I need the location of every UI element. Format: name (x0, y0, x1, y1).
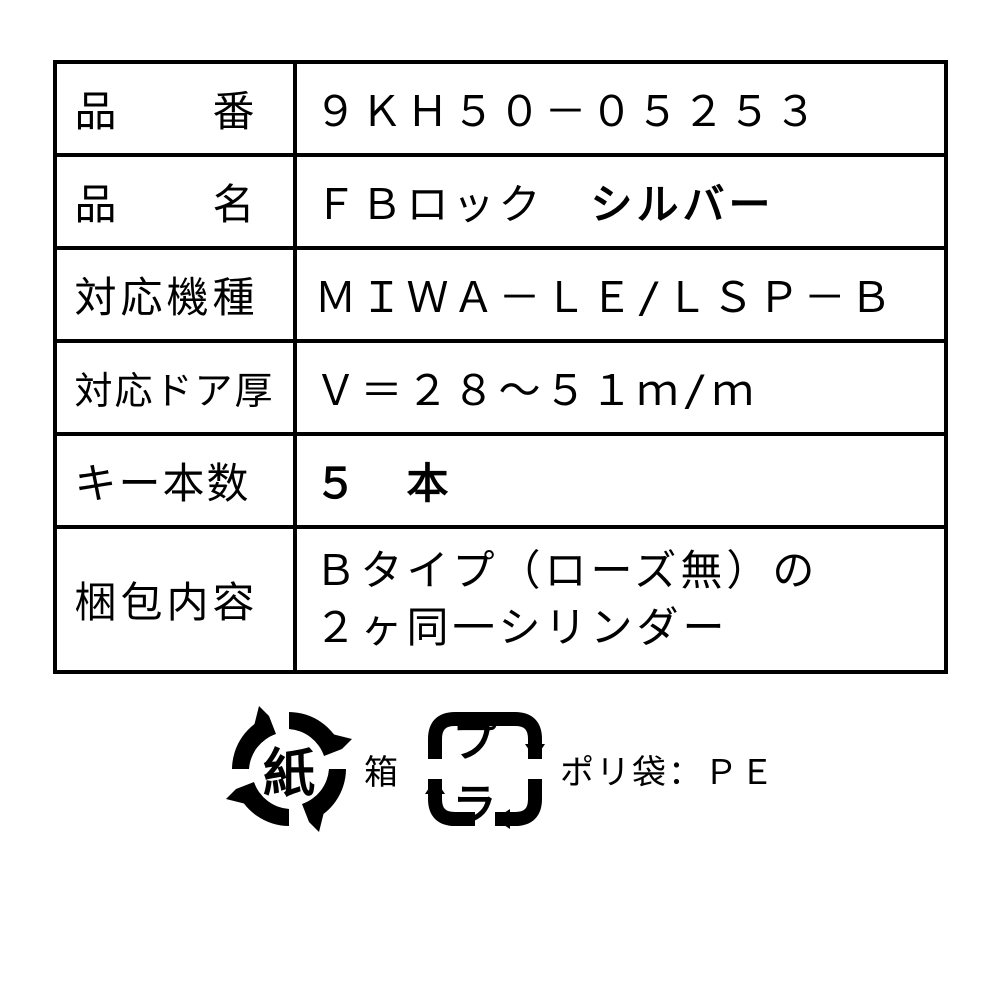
poly-label: ポリ袋：ＰＥ (560, 745, 776, 794)
paper-recycle-icon: 紙 (224, 704, 354, 834)
recycle-section: 紙 箱 プラ ポリ袋：ＰＥ (40, 704, 960, 834)
plastic-recycle-icon: プラ (420, 704, 550, 834)
spec-table: 品 番 ９ＫＨ５０－０５２５３ 品 名 ＦＢロック シルバー 対応機種 ＭＩＷＡ… (53, 60, 948, 674)
spec-table-body: 品 番 ９ＫＨ５０－０５２５３ 品 名 ＦＢロック シルバー 対応機種 ＭＩＷＡ… (55, 62, 946, 672)
row-value: ５ 本 (295, 434, 946, 527)
row-label: 対応機種 (55, 248, 295, 341)
row-label: 品 名 (55, 155, 295, 248)
table-row: 対応機種 ＭＩＷＡ－ＬＥ/ＬＳＰ－Ｂ (55, 248, 946, 341)
row-value: Ｖ＝２８～５１ｍ/ｍ (295, 341, 946, 434)
row-label: 梱包内容 (55, 527, 295, 672)
row-value: ＭＩＷＡ－ＬＥ/ＬＳＰ－Ｂ (295, 248, 946, 341)
row-label: キー本数 (55, 434, 295, 527)
pla-char: プラ (453, 705, 518, 833)
table-row: 梱包内容 Ｂタイプ（ローズ無）の２ヶ同一シリンダー (55, 527, 946, 672)
table-row: 品 名 ＦＢロック シルバー (55, 155, 946, 248)
box-label: 箱 (364, 745, 400, 794)
paper-char: 紙 (263, 732, 315, 807)
row-value: ９ＫＨ５０－０５２５３ (295, 62, 946, 155)
row-label: 品 番 (55, 62, 295, 155)
table-row: 品 番 ９ＫＨ５０－０５２５３ (55, 62, 946, 155)
row-value: ＦＢロック シルバー (295, 155, 946, 248)
table-row: キー本数 ５ 本 (55, 434, 946, 527)
row-value: Ｂタイプ（ローズ無）の２ヶ同一シリンダー (295, 527, 946, 672)
table-row: 対応ドア厚 Ｖ＝２８～５１ｍ/ｍ (55, 341, 946, 434)
row-label: 対応ドア厚 (55, 341, 295, 434)
